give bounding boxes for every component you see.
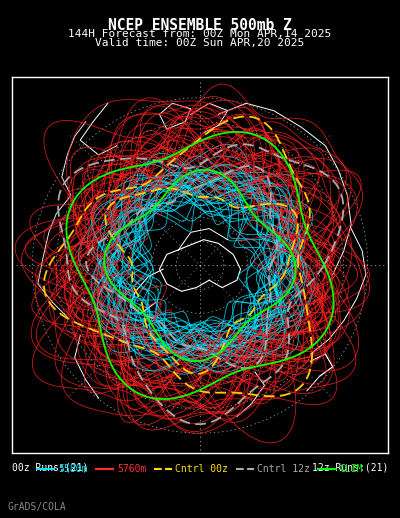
Legend: 5580m, 5760m, Cntrl 00z, Cntrl 12z, CLIM: 5580m, 5760m, Cntrl 00z, Cntrl 12z, CLIM [33, 460, 367, 478]
Text: Valid time: 00Z Sun APR,20 2025: Valid time: 00Z Sun APR,20 2025 [95, 38, 305, 48]
Text: NCEP ENSEMBLE 500mb Z: NCEP ENSEMBLE 500mb Z [108, 18, 292, 33]
Text: 144H Forecast from: 00Z Mon APR,14 2025: 144H Forecast from: 00Z Mon APR,14 2025 [68, 29, 332, 39]
Text: 12z Runs:(21): 12z Runs:(21) [312, 462, 388, 472]
Text: GrADS/COLA: GrADS/COLA [8, 502, 67, 512]
Text: 00z Runs:(21): 00z Runs:(21) [12, 462, 88, 472]
